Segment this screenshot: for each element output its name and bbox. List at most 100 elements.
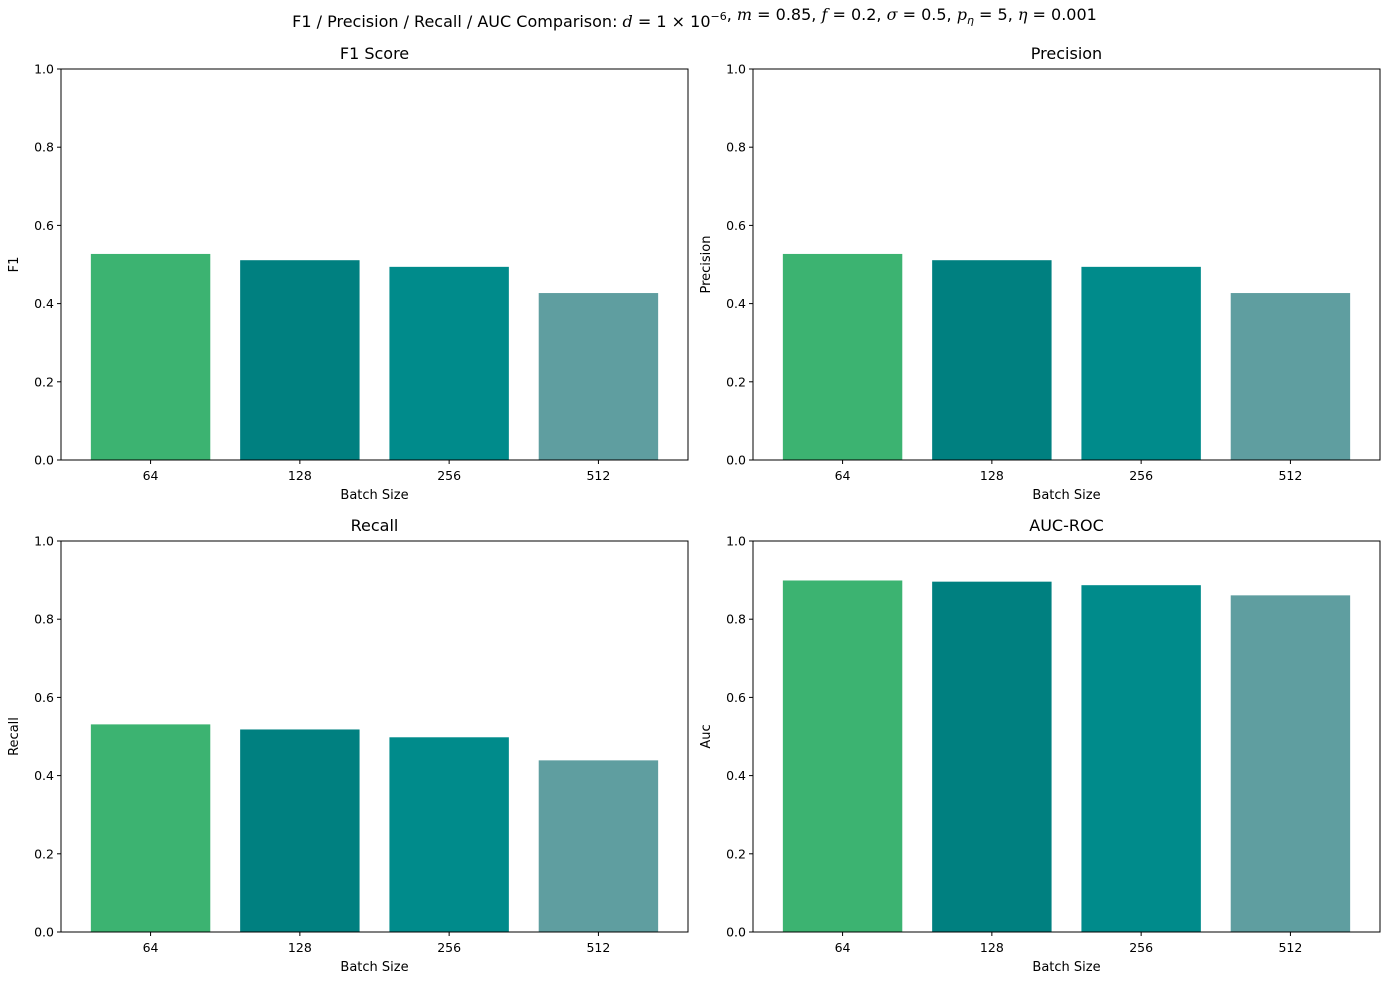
y-tick-label: 0.6 — [34, 218, 54, 233]
bar-512 — [538, 760, 659, 932]
bar-256 — [389, 266, 509, 460]
x-tick-label: 128 — [980, 468, 1004, 483]
subplot-1: 0.0 0.2 0.4 0.6 0.8 1.0 64 128 256 512 F1 Score Bat… — [7, 44, 689, 503]
title-param: f = 0.2 — [820, 5, 876, 24]
y-tick-label: 0.2 — [34, 846, 54, 861]
bar-256 — [1081, 585, 1201, 932]
x-tick-label: 256 — [1129, 468, 1153, 483]
y-tick-label: 0.2 — [726, 846, 746, 861]
y-tick-label: 0.4 — [34, 768, 54, 783]
subplot-3: 0.0 0.2 0.4 0.6 0.8 1.0 64 128 256 512 Recall Batch… — [7, 516, 689, 975]
x-axis-label: Batch Size — [340, 960, 408, 975]
x-tick-label: 64 — [835, 468, 851, 483]
param-separator: , — [876, 5, 886, 24]
axes-frame — [752, 540, 1381, 933]
y-tick-label: 0.0 — [726, 925, 746, 940]
x-tick-label: 128 — [288, 468, 312, 483]
y-tick-label: 0.2 — [726, 374, 746, 389]
x-tick-label: 128 — [980, 940, 1004, 955]
param-subscript: η — [967, 14, 974, 27]
y-tick-label: 0.6 — [34, 690, 54, 705]
param-value: = 1 × 10 — [633, 12, 711, 31]
x-axis-label: Batch Size — [340, 488, 408, 503]
axes-frame — [60, 68, 689, 461]
y-tick-label: 1.0 — [34, 534, 54, 549]
y-axis-label: Recall — [7, 717, 22, 756]
bar-64 — [90, 724, 211, 932]
y-tick-label: 0.6 — [726, 690, 746, 705]
y-tick-label: 1.0 — [34, 62, 54, 77]
y-tick-label: 0.2 — [34, 374, 54, 389]
title-param: σ = 0.5 — [887, 5, 947, 24]
bar-64 — [782, 253, 903, 460]
y-axis-label: Auc — [699, 724, 714, 748]
param-value: = 0.2 — [827, 5, 876, 24]
param-symbol: η — [1018, 5, 1028, 24]
y-tick-label: 0.0 — [34, 925, 54, 940]
x-tick-label: 512 — [586, 940, 610, 955]
param-separator: , — [727, 5, 737, 24]
bar-64 — [782, 580, 903, 932]
param-value: = 0.5 — [897, 5, 946, 24]
y-tick-label: 0.0 — [34, 453, 54, 468]
param-separator: , — [811, 5, 821, 24]
x-axis-label: Batch Size — [1032, 960, 1100, 975]
title-param: m = 0.85 — [737, 5, 811, 24]
x-tick-label: 512 — [1278, 940, 1302, 955]
x-tick-label: 256 — [437, 940, 461, 955]
subplot-title: F1 Score — [340, 44, 409, 63]
x-tick-label: 512 — [1278, 468, 1302, 483]
param-separator: , — [1008, 5, 1018, 24]
figure-title: F1 / Precision / Recall / AUC Comparison… — [292, 5, 1097, 31]
y-tick-label: 0.8 — [34, 612, 54, 627]
x-tick-label: 512 — [586, 468, 610, 483]
param-superscript: −6 — [711, 10, 727, 23]
param-symbol: p — [957, 5, 967, 24]
param-symbol: f — [820, 5, 830, 24]
bar-512 — [1230, 293, 1351, 460]
y-tick-label: 0.8 — [726, 140, 746, 155]
x-tick-label: 256 — [437, 468, 461, 483]
bar-128 — [240, 260, 360, 460]
bar-128 — [932, 260, 1052, 460]
x-tick-label: 64 — [143, 468, 159, 483]
param-symbol: σ — [887, 5, 899, 24]
param-value: = 0.85 — [752, 5, 811, 24]
y-tick-label: 0.4 — [726, 768, 746, 783]
bar-128 — [240, 729, 360, 932]
subplot-title: Precision — [1031, 44, 1102, 63]
subplot-title: AUC-ROC — [1029, 516, 1103, 535]
x-axis-label: Batch Size — [1032, 488, 1100, 503]
y-tick-label: 0.8 — [34, 140, 54, 155]
title-prefix: F1 / Precision / Recall / AUC Comparison… — [292, 12, 622, 31]
title-param: pη = 5 — [957, 5, 1008, 27]
bar-64 — [90, 253, 211, 460]
axes-frame — [60, 540, 689, 933]
bar-128 — [932, 581, 1052, 932]
y-tick-label: 0.8 — [726, 612, 746, 627]
y-tick-label: 1.0 — [726, 534, 746, 549]
bar-256 — [389, 737, 509, 932]
bar-256 — [1081, 266, 1201, 460]
bar-512 — [1230, 595, 1351, 932]
y-axis-label: F1 — [7, 257, 22, 273]
bar-512 — [538, 293, 659, 460]
y-tick-label: 0.6 — [726, 218, 746, 233]
param-value: = 5 — [974, 5, 1008, 24]
x-tick-label: 64 — [835, 940, 851, 955]
param-value: = 0.001 — [1027, 5, 1096, 24]
title-param: η = 0.001 — [1018, 5, 1097, 24]
y-tick-label: 1.0 — [726, 62, 746, 77]
x-tick-label: 64 — [143, 940, 159, 955]
y-tick-label: 0.4 — [34, 296, 54, 311]
y-tick-label: 0.0 — [726, 453, 746, 468]
y-axis-label: Precision — [699, 235, 714, 293]
title-param: d = 1 × 10−6 — [623, 10, 727, 31]
param-symbol: d — [623, 12, 633, 31]
axes-frame — [752, 68, 1381, 461]
x-tick-label: 256 — [1129, 940, 1153, 955]
param-separator: , — [947, 5, 957, 24]
subplot-title: Recall — [351, 516, 399, 535]
y-tick-label: 0.4 — [726, 296, 746, 311]
